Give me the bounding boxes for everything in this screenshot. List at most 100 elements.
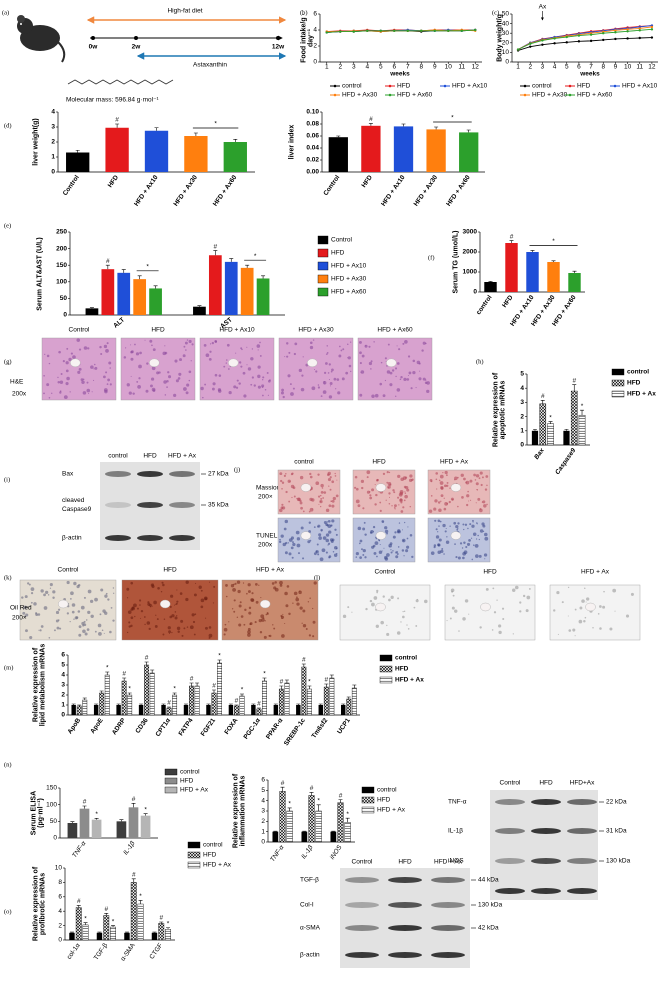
micrograph-texture: [52, 590, 56, 594]
micrograph-texture: [376, 555, 378, 558]
x-tick-label: 3: [541, 64, 545, 71]
micrograph-texture: [361, 548, 363, 551]
micrograph-texture: [362, 527, 366, 531]
micrograph-texture: [193, 593, 197, 597]
micrograph-texture: [150, 384, 153, 388]
micrograph-texture: [479, 508, 483, 513]
micrograph-texture: [174, 359, 178, 363]
micrograph-texture: [188, 370, 192, 374]
bar: [66, 152, 90, 172]
micrograph-texture: [175, 379, 179, 383]
micrograph-texture: [479, 529, 484, 533]
legend-swatch: [361, 806, 375, 814]
micrograph-texture: [53, 629, 56, 632]
micrograph-texture: [254, 583, 258, 586]
legend-label: HFD + Ax: [203, 862, 232, 869]
legend-label: HFD: [627, 380, 641, 387]
micrograph-texture: [130, 581, 134, 585]
micrograph-texture: [309, 475, 313, 479]
error-bar: [154, 127, 159, 131]
legend-swatch: [361, 786, 375, 794]
micrograph-texture: [266, 612, 269, 615]
micrograph-texture: [281, 634, 285, 638]
error-bar: [251, 703, 256, 705]
micrograph-texture: [308, 510, 311, 513]
micrograph-texture: [484, 488, 488, 491]
micrograph-texture: [174, 616, 178, 620]
x-axis-title: weeks: [579, 71, 600, 78]
micrograph-texture: [317, 384, 320, 386]
micrograph-texture: [126, 631, 129, 634]
micrograph-texture: [446, 620, 448, 622]
micrograph-texture: [73, 618, 75, 620]
legend-label: HFD + Ax60: [397, 92, 433, 99]
micrograph-texture: [128, 621, 131, 624]
micrograph-texture: [293, 591, 298, 596]
micrograph-texture: [290, 536, 294, 540]
micrograph-texture: [194, 582, 197, 584]
legend-swatch: [164, 768, 178, 776]
micrograph: [339, 584, 431, 641]
micrograph-texture: [127, 610, 132, 614]
time-label: 0w: [89, 44, 99, 51]
y-tick-label: 0.02: [306, 157, 319, 164]
bar: [105, 127, 129, 172]
micrograph-texture: [484, 536, 489, 541]
micrograph-texture: [376, 589, 379, 593]
micrograph-texture: [66, 580, 70, 585]
micrograph-texture: [365, 345, 367, 347]
bar: [318, 705, 323, 715]
micrograph: [199, 337, 275, 401]
error-bar: [488, 281, 493, 282]
micrograph-texture: [136, 607, 139, 610]
point: [433, 29, 436, 32]
micrograph-texture: [302, 624, 307, 628]
micrograph-texture: [475, 538, 478, 540]
legend-label: HFD: [397, 83, 411, 90]
micrograph-texture: [100, 353, 103, 356]
micrograph-texture: [78, 348, 82, 351]
micrograph-texture: [238, 623, 242, 627]
micrograph-texture: [421, 349, 424, 352]
micrograph-texture: [333, 553, 338, 557]
micrograph-texture: [328, 378, 331, 381]
micrograph-texture: [327, 519, 331, 523]
x-tick-label: TNF-α: [71, 840, 88, 859]
micrograph-texture: [372, 525, 376, 529]
micrograph-texture: [458, 630, 460, 632]
micrograph-texture: [614, 610, 616, 612]
micrograph-texture: [280, 615, 285, 619]
micrograph-texture: [94, 630, 97, 633]
micrograph-texture: [144, 623, 146, 626]
micrograph-texture: [347, 356, 351, 360]
micrograph-texture: [290, 484, 295, 489]
micrograph-texture: [446, 481, 449, 484]
stain-label: H&E: [10, 379, 24, 386]
micrograph-texture: [469, 523, 472, 526]
micrograph-texture: [407, 374, 409, 376]
micrograph-texture: [281, 487, 283, 490]
micrograph-texture: [315, 481, 320, 486]
x-tick-label: 11: [458, 64, 465, 71]
micrograph-texture: [209, 343, 212, 345]
y-axis-title: Relative expression of lipid metabolism …: [32, 643, 47, 727]
micrograph-texture: [463, 528, 465, 531]
blot-band: [345, 877, 379, 883]
micrograph-texture: [184, 341, 188, 345]
legend-marker: [443, 84, 447, 88]
panel-label: (j): [234, 466, 240, 473]
micrograph-texture: [393, 491, 396, 494]
micrograph-texture: [60, 373, 63, 376]
legend-swatch: [379, 665, 393, 673]
y-tick-label: 5: [261, 787, 265, 794]
micrograph-texture: [405, 549, 409, 553]
micrograph-texture: [456, 528, 459, 531]
micrograph-texture: [475, 482, 479, 486]
point: [541, 43, 544, 46]
micrograph-texture: [438, 508, 442, 512]
micrograph-texture: [27, 582, 30, 585]
bar: [484, 282, 497, 292]
column-label: HFD + Ax: [440, 459, 469, 466]
bar: [127, 694, 133, 716]
micrograph-texture: [381, 550, 383, 552]
